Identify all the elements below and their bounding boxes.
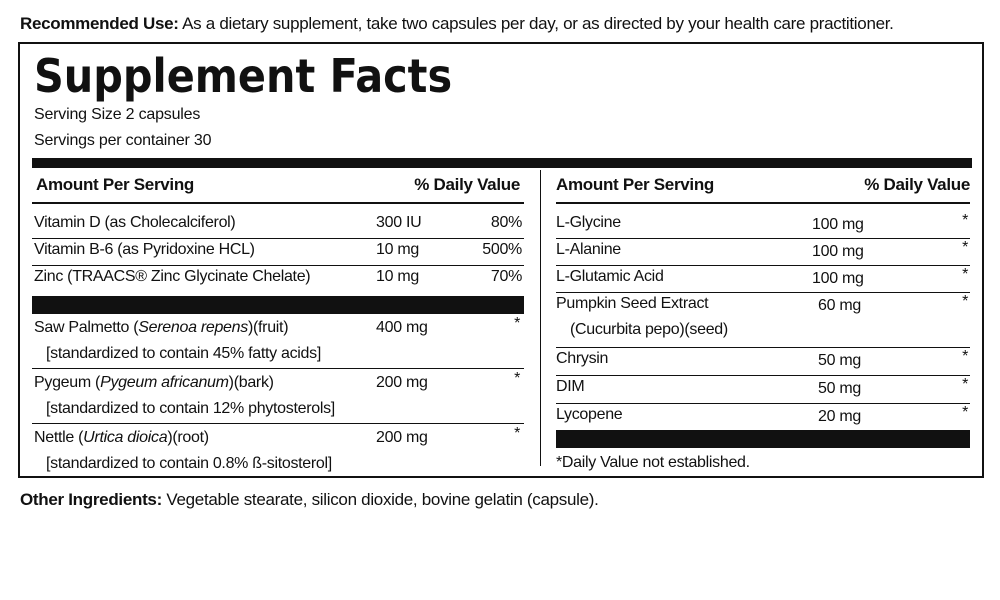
left-header-amount: Amount Per Serving [36, 175, 195, 194]
nutrient-dv: * [962, 266, 968, 283]
nutrient-name: Lycopene [556, 406, 623, 423]
thick-divider [32, 158, 972, 168]
nutrient-amount: 300 IU [376, 214, 422, 231]
nutrient-dv: * [962, 376, 968, 393]
serving-size: Serving Size 2 capsules [34, 106, 201, 123]
left-column: Amount Per Serving % Daily Value Vitamin… [32, 170, 524, 478]
recommended-use: Recommended Use: As a dietary supplement… [20, 14, 990, 34]
right-column: Amount Per Serving % Daily Value L-Glyci… [556, 170, 970, 472]
herb-dv: * [514, 370, 520, 387]
nutrient-name: Pumpkin Seed Extract [556, 295, 709, 312]
herb-amount: 400 mg [376, 319, 428, 336]
recommended-use-text: As a dietary supplement, take two capsul… [178, 14, 894, 33]
servings-per-container: Servings per container 30 [34, 132, 212, 149]
table-row: Nettle (Urtica dioica)(root) 200 mg * [s… [32, 424, 524, 478]
nutrient-amount: 20 mg [818, 408, 861, 425]
table-row: L-Glutamic Acid 100 mg * [556, 266, 970, 293]
recommended-use-label: Recommended Use: [20, 14, 179, 33]
herb-amount: 200 mg [376, 429, 428, 446]
nutrient-name: DIM [556, 378, 585, 395]
herb-standardized: [standardized to contain 0.8% ß-sitoster… [46, 455, 332, 472]
nutrient-name: L-Alanine [556, 241, 621, 258]
other-ingredients-label: Other Ingredients: [20, 490, 162, 509]
nutrient-name: Vitamin D (as Cholecalciferol) [34, 214, 236, 231]
nutrient-dv: 80% [490, 214, 522, 231]
table-row: L-Alanine 100 mg * [556, 239, 970, 266]
panel-title: Supplement Facts [34, 49, 453, 103]
table-row: Vitamin B-6 (as Pyridoxine HCL) 10 mg 50… [32, 239, 524, 266]
supplement-facts-panel: Supplement Facts Serving Size 2 capsules… [18, 42, 984, 478]
herb-amount: 200 mg [376, 374, 428, 391]
nutrient-name: L-Glutamic Acid [556, 268, 664, 285]
nutrient-dv: * [962, 348, 968, 365]
nutrient-amount: 50 mg [818, 380, 861, 397]
herb-name: Pygeum (Pygeum africanum)(bark) [34, 374, 274, 391]
nutrient-dv: 70% [490, 268, 522, 285]
right-header: Amount Per Serving % Daily Value [556, 170, 970, 204]
herb-dv: * [514, 315, 520, 332]
nutrient-name: Chrysin [556, 350, 609, 367]
nutrient-amount: 10 mg [376, 241, 419, 258]
nutrient-amount: 100 mg [812, 243, 864, 260]
nutrient-amount: 100 mg [812, 270, 864, 287]
nutrient-amount: 100 mg [812, 216, 864, 233]
table-row: Zinc (TRAACS® Zinc Glycinate Chelate) 10… [32, 266, 524, 292]
section-divider-bar [32, 296, 524, 314]
table-row: Saw Palmetto (Serenoa repens)(fruit) 400… [32, 314, 524, 369]
nutrient-amount: 10 mg [376, 268, 419, 285]
table-row: Pumpkin Seed Extract 60 mg * (Cucurbita … [556, 293, 970, 348]
herb-dv: * [514, 425, 520, 442]
other-ingredients-text: Vegetable stearate, silicon dioxide, bov… [161, 490, 599, 509]
daily-value-footnote: *Daily Value not established. [556, 454, 750, 471]
herb-standardized: [standardized to contain 12% phytosterol… [46, 400, 335, 417]
table-row: Vitamin D (as Cholecalciferol) 300 IU 80… [32, 212, 524, 239]
herb-standardized: [standardized to contain 45% fatty acids… [46, 345, 321, 362]
table-row: L-Glycine 100 mg * [556, 212, 970, 239]
table-row: Lycopene 20 mg * [556, 404, 970, 430]
column-divider [540, 170, 541, 466]
table-row: DIM 50 mg * [556, 376, 970, 404]
nutrient-name: Zinc (TRAACS® Zinc Glycinate Chelate) [34, 268, 311, 285]
nutrient-subname: (Cucurbita pepo)(seed) [570, 321, 728, 338]
left-header: Amount Per Serving % Daily Value [32, 170, 524, 204]
nutrient-dv: 500% [482, 241, 522, 258]
section-divider-bar [556, 430, 970, 448]
nutrient-dv: * [962, 239, 968, 256]
nutrient-amount: 50 mg [818, 352, 861, 369]
other-ingredients: Other Ingredients: Vegetable stearate, s… [20, 490, 599, 510]
right-header-dv: % Daily Value [864, 175, 970, 194]
table-row: Pygeum (Pygeum africanum)(bark) 200 mg *… [32, 369, 524, 424]
nutrient-dv: * [962, 212, 968, 229]
nutrient-amount: 60 mg [818, 297, 861, 314]
right-header-amount: Amount Per Serving [556, 175, 715, 194]
nutrient-dv: * [962, 404, 968, 421]
table-row: Chrysin 50 mg * [556, 348, 970, 376]
nutrient-name: L-Glycine [556, 214, 621, 231]
herb-name: Saw Palmetto (Serenoa repens)(fruit) [34, 319, 289, 336]
left-header-dv: % Daily Value [414, 175, 520, 194]
herb-name: Nettle (Urtica dioica)(root) [34, 429, 209, 446]
nutrient-dv: * [962, 293, 968, 310]
nutrient-name: Vitamin B-6 (as Pyridoxine HCL) [34, 241, 255, 258]
